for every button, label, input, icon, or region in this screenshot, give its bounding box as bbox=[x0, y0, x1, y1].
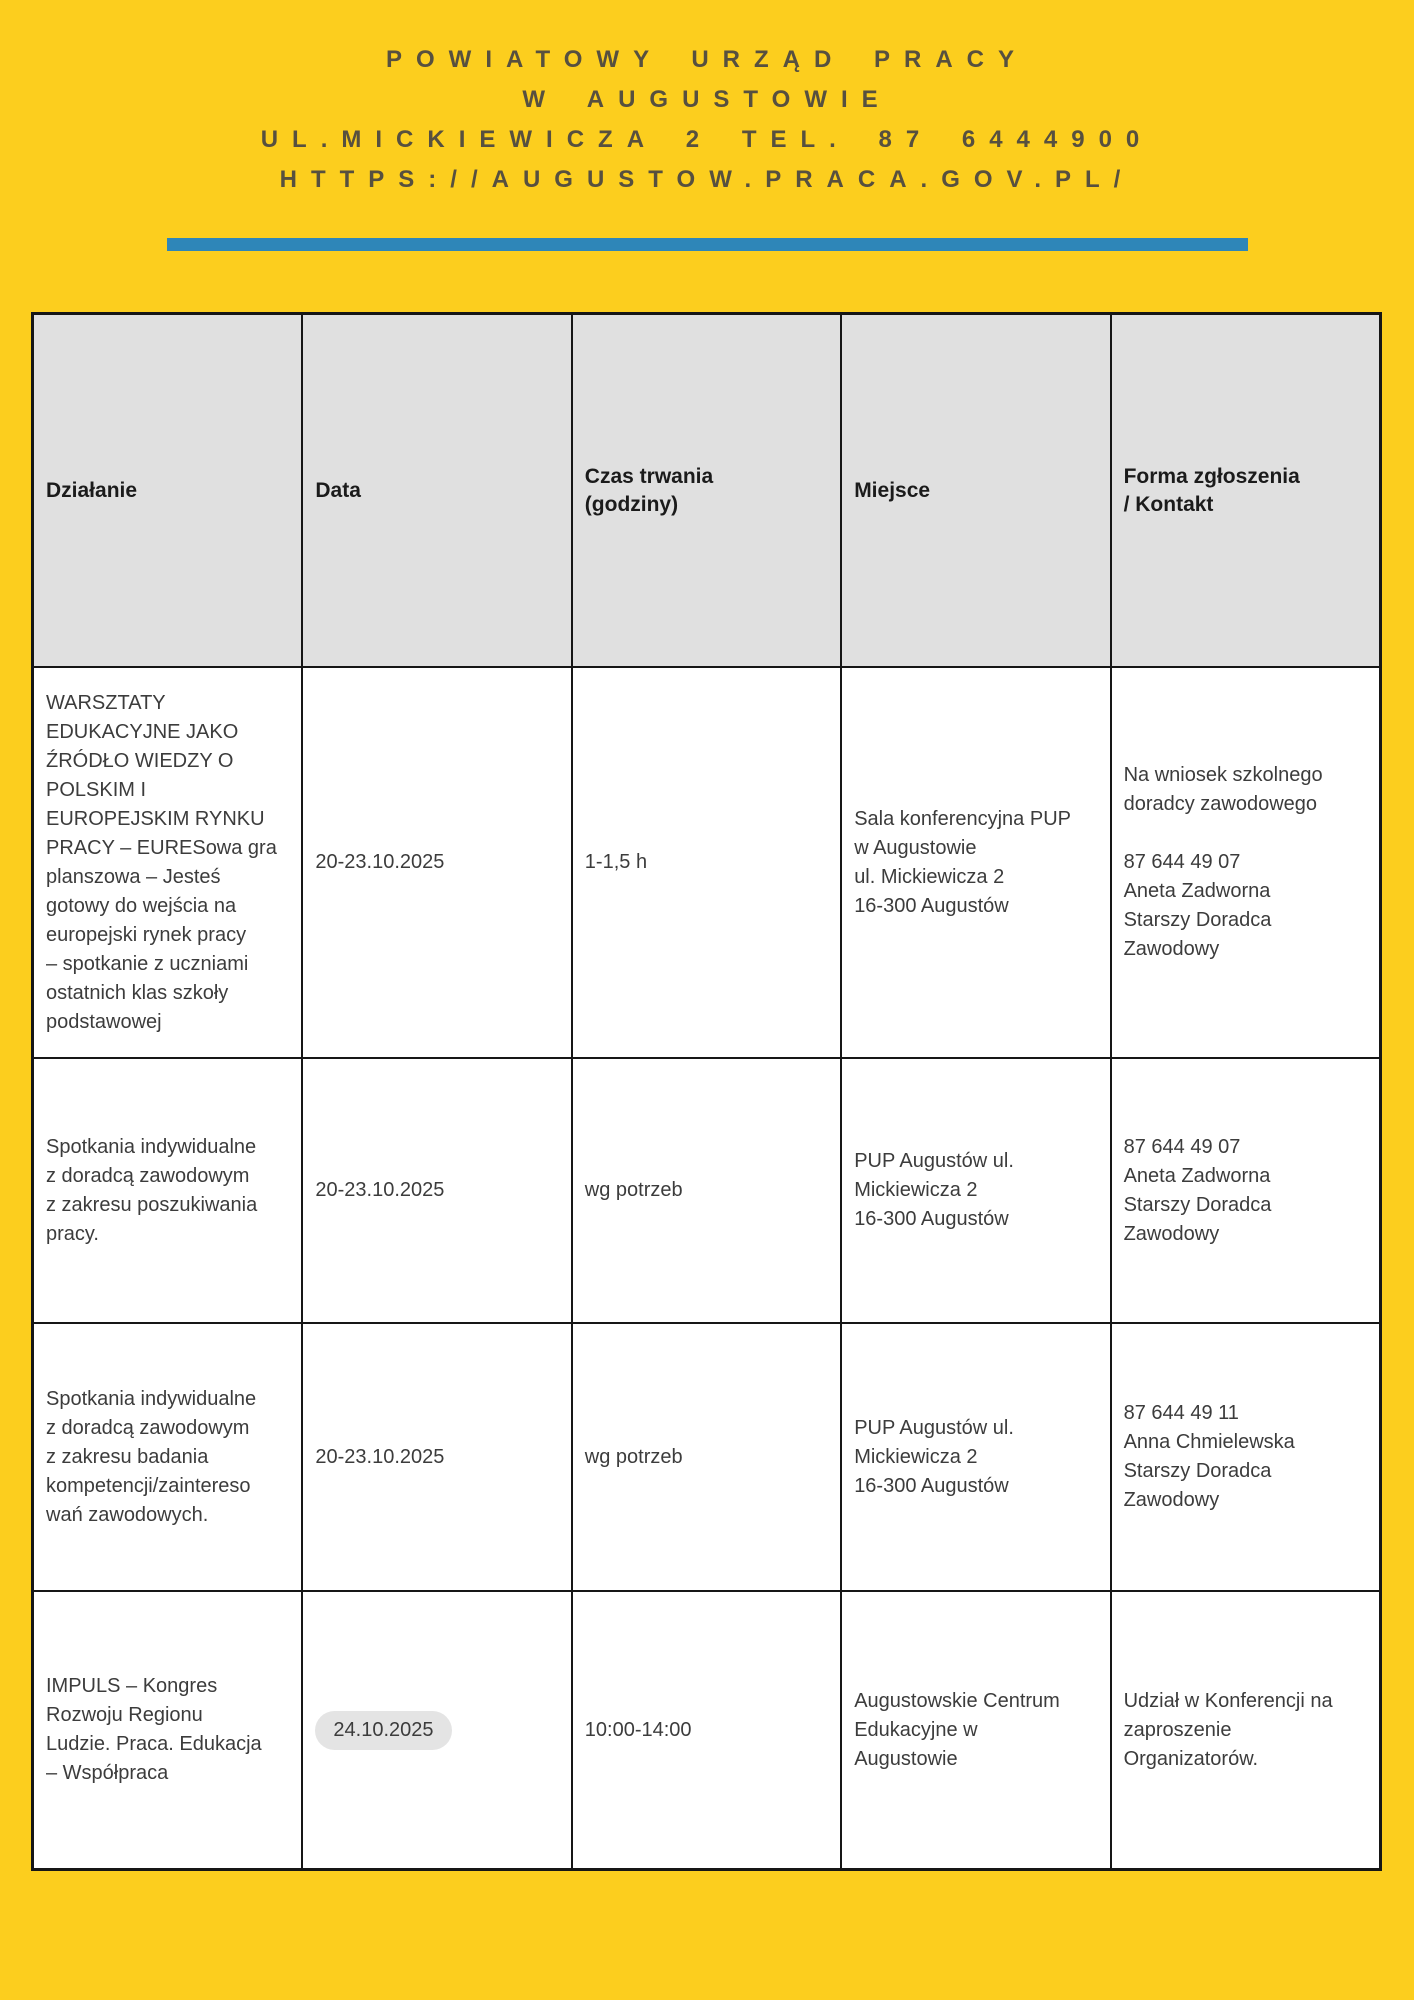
date-pill: 24.10.2025 bbox=[315, 1710, 452, 1750]
column-header-miejsce: Miejsce bbox=[842, 315, 1110, 666]
cell-miejsce: Sala konferencyjna PUP w Augustowie ul. … bbox=[842, 668, 1110, 1057]
masthead-line-4: HTTPS://AUGUSTOW.PRACA.GOV.PL/ bbox=[279, 166, 1135, 193]
column-header-forma-zgloszenia: Forma zgłoszenia / Kontakt bbox=[1111, 315, 1379, 666]
cell-forma-zgloszenia: Na wniosek szkolnego doradcy zawodowego … bbox=[1111, 668, 1379, 1057]
cell-miejsce: Augustowskie Centrum Edukacyjne w August… bbox=[842, 1592, 1110, 1868]
cell-czas-trwania: 10:00-14:00 bbox=[572, 1592, 841, 1868]
cell-forma-zgloszenia: 87 644 49 07 Aneta Zadworna Starszy Dora… bbox=[1111, 1059, 1379, 1322]
masthead: POWIATOWY URZĄD PRACY W AUGUSTOWIE UL.MI… bbox=[0, 40, 1414, 200]
column-header-dzialanie: Działanie bbox=[34, 315, 302, 666]
cell-miejsce: PUP Augustów ul. Mickiewicza 2 16-300 Au… bbox=[842, 1059, 1110, 1322]
cell-czas-trwania: wg potrzeb bbox=[572, 1324, 841, 1590]
schedule-table: Działanie Data Czas trwania (godziny) Mi… bbox=[31, 312, 1382, 1871]
cell-miejsce: PUP Augustów ul. Mickiewicza 2 16-300 Au… bbox=[842, 1324, 1110, 1590]
cell-data: 20-23.10.2025 bbox=[303, 1059, 571, 1322]
cell-data: 24.10.2025 bbox=[303, 1592, 571, 1868]
cell-data: 20-23.10.2025 bbox=[303, 668, 571, 1057]
masthead-line-2: W AUGUSTOWIE bbox=[522, 86, 892, 113]
masthead-line-1: POWIATOWY URZĄD PRACY bbox=[385, 46, 1028, 73]
cell-czas-trwania: 1-1,5 h bbox=[572, 668, 841, 1057]
column-header-data: Data bbox=[303, 315, 571, 666]
cell-forma-zgloszenia: Udział w Konferencji na zaproszenie Orga… bbox=[1111, 1592, 1379, 1868]
cell-dzialanie: Spotkania indywidualne z doradcą zawodow… bbox=[34, 1059, 302, 1322]
cell-czas-trwania: wg potrzeb bbox=[572, 1059, 841, 1322]
cell-forma-zgloszenia: 87 644 49 11 Anna Chmielewska Starszy Do… bbox=[1111, 1324, 1379, 1590]
masthead-line-3: UL.MICKIEWICZA 2 TEL. 87 6444900 bbox=[260, 126, 1154, 153]
column-header-czas-trwania: Czas trwania (godziny) bbox=[572, 315, 841, 666]
cell-data: 20-23.10.2025 bbox=[303, 1324, 571, 1590]
cell-dzialanie: Spotkania indywidualne z doradcą zawodow… bbox=[34, 1324, 302, 1590]
cell-dzialanie: WARSZTATY EDUKACYJNE JAKO ŹRÓDŁO WIEDZY … bbox=[34, 668, 302, 1057]
divider-bar bbox=[167, 238, 1248, 251]
cell-dzialanie: IMPULS – Kongres Rozwoju Regionu Ludzie.… bbox=[34, 1592, 302, 1868]
